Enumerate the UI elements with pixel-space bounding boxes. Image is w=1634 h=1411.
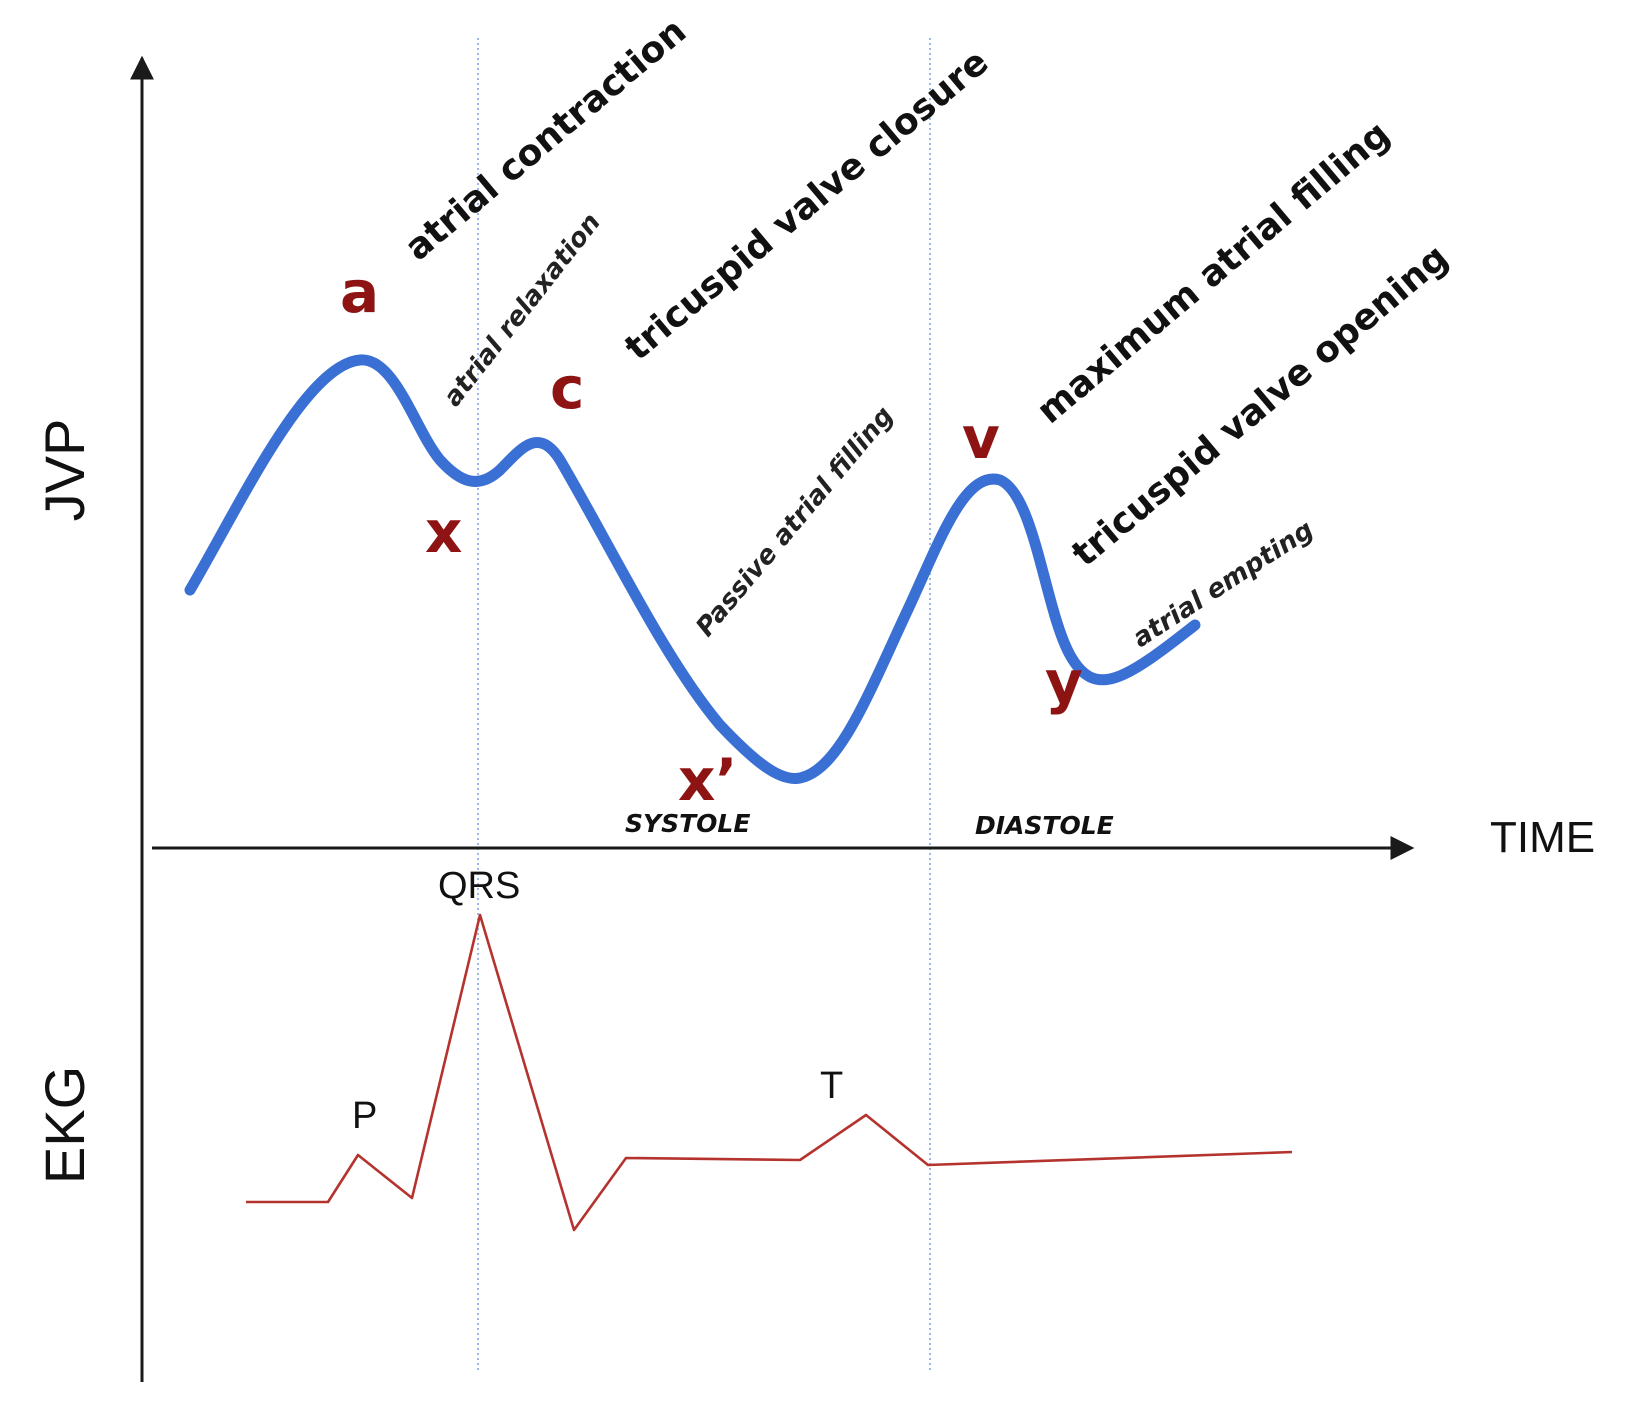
atrial-empting-label: atrial empting xyxy=(1127,515,1319,654)
wave-a-label: a xyxy=(340,258,379,326)
wave-c-label: c xyxy=(550,354,584,422)
diastole-label: DIASTOLE xyxy=(975,811,1114,840)
jvp-waveform xyxy=(184,354,1201,784)
t-wave-label: T xyxy=(820,1065,843,1107)
wave-v-label: v xyxy=(962,404,1000,472)
wave-x-label: x xyxy=(425,498,462,566)
passive-atrial-filling-label: Passive atrial filling xyxy=(690,401,899,642)
wave-x-prime-label: x’ xyxy=(678,746,737,814)
ekg-waveform xyxy=(246,913,1293,1232)
time-axis-label: TIME xyxy=(1490,813,1595,862)
ekg-axis-label: EKG xyxy=(33,1066,96,1184)
atrial-contraction-label: atrial contraction xyxy=(397,11,694,269)
tricuspid-valve-opening-label: tricuspid valve opening xyxy=(1064,237,1456,575)
qrs-complex-label: QRS xyxy=(438,865,520,907)
wave-y-label: y xyxy=(1045,648,1083,716)
jvp-axis-label: JVP xyxy=(33,419,96,522)
maximum-atrial-filling-label: maximum atrial filling xyxy=(1029,114,1397,432)
tricuspid-valve-closure-label: tricuspid valve closure xyxy=(617,42,996,369)
p-wave-label: P xyxy=(352,1095,377,1137)
systole-label: SYSTOLE xyxy=(625,809,750,838)
